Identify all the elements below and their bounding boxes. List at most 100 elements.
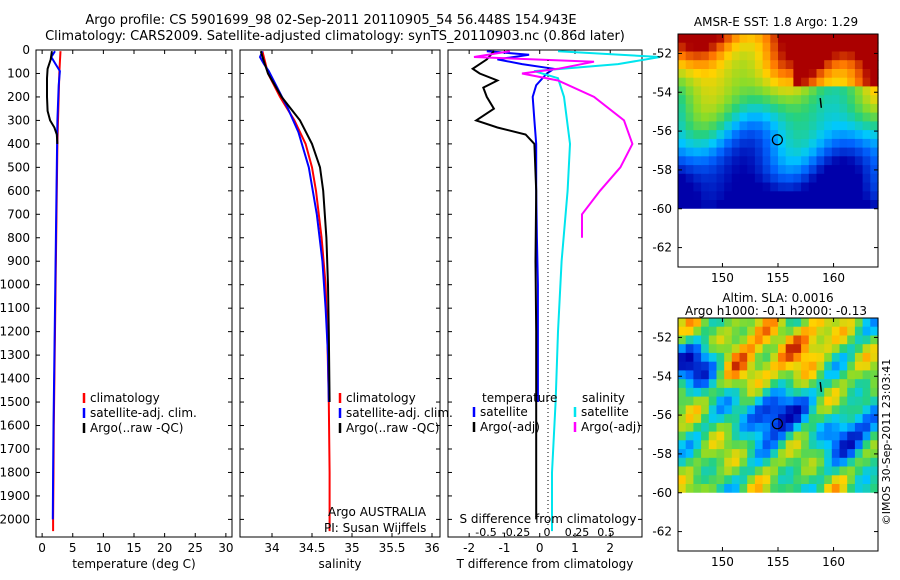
depth-tick-label: 700 [7,207,30,221]
sst-map-cell [708,200,718,210]
sla-map-cell [801,344,810,354]
sla-map-cell [793,484,802,494]
sst-map-cell [770,191,779,201]
sla-map-cell [770,387,779,398]
sst-map-cell [793,156,802,166]
sst-map-cell [731,200,741,210]
sst-map-cell [778,103,787,114]
sla-map-cell [824,387,833,398]
sla-map-cell [731,370,741,380]
sst-map-cell [708,138,718,149]
sst-map-cell [839,60,848,70]
sla-map-cell [847,379,856,389]
sst-map-cell [701,165,710,175]
sst-map-cell [831,191,841,201]
depth-tick-label: 1600 [0,419,30,433]
sst-map-cell [708,69,718,79]
sla-map-cell [839,361,848,371]
sla-map-cell [831,422,841,433]
sst-map-cell [816,191,825,201]
sla-map-cell [678,370,687,380]
sal-annotation-pi: PI: Susan Wijffels [324,521,426,535]
sst-map-cell [778,173,787,184]
sla-map-cell [839,387,848,398]
sla-map-cell [739,405,748,415]
sst-map-cell [731,69,741,79]
sla-map-cell [708,326,718,336]
sla-map-cell [739,440,748,450]
sst-map-cell [693,60,702,70]
sst-map-cell [793,130,802,140]
sst-map-ytick-label: -56 [652,124,672,138]
sla-map-cell [731,405,741,415]
sst-map-cell [801,200,810,210]
sla-map-cell [770,318,779,328]
sla-map-cell [762,361,771,371]
sst-map-cell [816,51,825,61]
diff-series-temperature-argo-adj- [470,50,538,520]
sst-map-cell [701,77,710,87]
sst-map-cell [831,69,841,79]
sla-map-cell [854,352,864,363]
sst-map-cell [824,60,833,70]
sla-map-cell [685,352,694,363]
sst-map-cell [716,69,725,79]
sst-map-cell [770,42,779,52]
sst-map-cell [831,173,841,184]
sst-map-cell [701,42,710,52]
sst-map-cell [693,173,702,184]
sst-map-cell [731,165,741,175]
sla-map-cell [778,466,787,476]
sst-map-cell [701,182,710,192]
sst-map-cell [770,103,779,114]
sst-map-cell [862,138,871,149]
depth-tick-label: 1100 [0,301,30,315]
sla-map-cell [754,484,764,494]
sst-map-cell [824,191,833,201]
sst-map-cell [801,103,810,114]
sla-map-cell [808,326,818,336]
sst-map-cell [793,69,802,79]
sal-series-satellite-adj-clim- [258,50,330,403]
sst-map-cell [870,60,879,70]
sla-map-cell [731,431,741,441]
sst-map-cell [808,200,818,210]
sla-map-cell [862,440,871,450]
sst-map-cell [831,112,841,122]
sla-map-cell [678,414,687,424]
sst-map-cell [708,103,718,114]
sst-map-cell [870,130,879,140]
sst-map-cell [747,86,756,96]
sst-map-cell [708,34,718,44]
sst-map-cell [770,51,779,61]
sla-map-cell [847,361,856,371]
sst-map-cell [793,138,802,149]
sla-map-cell [770,352,779,363]
sst-map-cell [770,95,779,105]
sla-map-cell [870,344,879,354]
sla-map-cell [685,370,694,380]
sst-map-cell [731,42,741,52]
sla-map-cell [870,484,879,494]
sla-map-cell [793,361,802,371]
sst-map-cell [824,130,833,140]
sal-xlabel: salinity [318,557,361,571]
sla-map-cell [824,422,833,433]
sla-map-cell [716,326,725,336]
sla-map-cell [770,449,779,459]
sla-map-cell [747,414,756,424]
sst-map-cell [824,138,833,149]
sst-map-cell [824,112,833,122]
sst-map-cell [685,147,694,157]
diff-legend-title-salinity: salinity [582,391,625,405]
sst-map-cell [685,165,694,175]
sla-map-cell [685,318,694,328]
sla-map-cell [678,396,687,406]
sla-map-ytick-label: -62 [652,525,672,539]
sla-map-cell [731,361,741,371]
sst-map-cell [716,165,725,175]
sla-map-cell [808,379,818,389]
sst-map-cell [678,42,687,52]
sla-map-cell [693,318,702,328]
sla-map-cell [693,405,702,415]
